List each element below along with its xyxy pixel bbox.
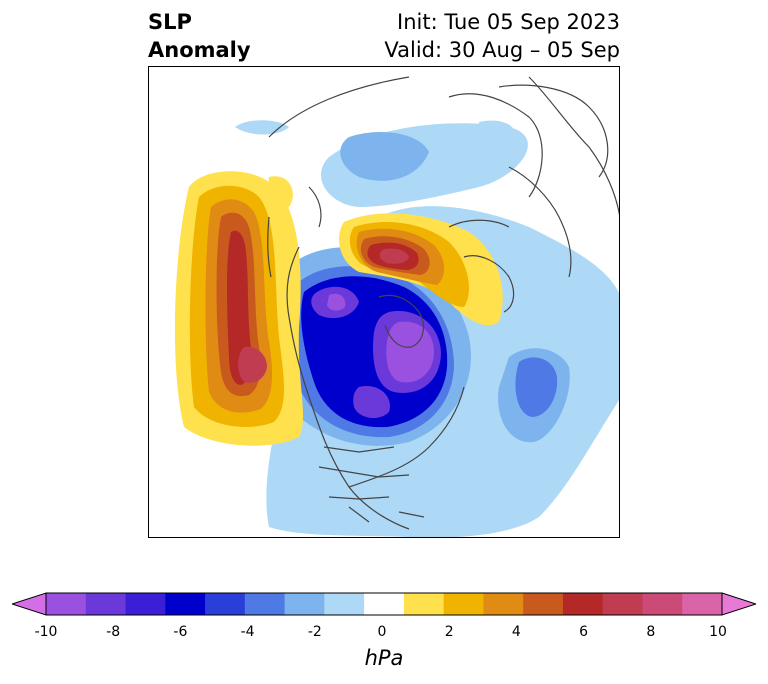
colorbar-segment: [324, 593, 365, 615]
colorbar-segment: [483, 593, 524, 615]
colorbar-segment: [642, 593, 683, 615]
positive-rose-core: [238, 248, 409, 383]
colorbar-segments: [12, 592, 756, 616]
colorbar-segment: [443, 593, 484, 615]
land-outlines: [267, 76, 619, 530]
colorbar-segment: [562, 593, 604, 615]
colorbar-segment: [284, 593, 325, 615]
map-panel: [148, 66, 620, 538]
colorbar-segment: [46, 593, 87, 615]
map-title: SLP Anomaly: [148, 8, 251, 64]
colorbar-tick-label: 4: [511, 624, 521, 640]
colorbar-tick-label: 8: [646, 624, 656, 640]
colorbar-segment: [205, 593, 246, 615]
colorbar-tick-label: 10: [709, 624, 727, 640]
colorbar-tick-label: 6: [579, 624, 589, 640]
map-dates: Init: Tue 05 Sep 2023 Valid: 30 Aug – 05…: [384, 8, 620, 64]
colorbar-segment: [85, 593, 127, 615]
colorbar-tick-label: -2: [307, 624, 322, 640]
colorbar-tick-label: -8: [106, 624, 121, 640]
anomaly-map: [174, 76, 619, 537]
colorbar-segment: [125, 593, 166, 615]
colorbar-extend-high: [721, 592, 756, 616]
colorbar-segment: [364, 593, 405, 615]
colorbar: [12, 592, 756, 616]
colorbar-tick-label: -6: [173, 624, 188, 640]
valid-range: Valid: 30 Aug – 05 Sep: [384, 38, 620, 62]
colorbar-tick-label: -4: [240, 624, 255, 640]
init-date: Init: Tue 05 Sep 2023: [397, 10, 620, 34]
colorbar-tick-label: 0: [377, 624, 387, 640]
colorbar-units: hPa: [364, 646, 404, 670]
title-line-anomaly: Anomaly: [148, 38, 251, 62]
colorbar-tick-label: 2: [444, 624, 454, 640]
colorbar-extend-low: [12, 592, 47, 616]
colorbar-segment: [403, 593, 445, 615]
colorbar-segment: [244, 593, 286, 615]
title-line-slp: SLP: [148, 10, 192, 34]
colorbar-tick-label: -10: [34, 624, 58, 640]
colorbar-outline: [45, 592, 723, 616]
colorbar-segment: [602, 593, 643, 615]
colorbar-segment: [165, 593, 206, 615]
colorbar-segment: [682, 593, 723, 615]
colorbar-segment: [523, 593, 564, 615]
